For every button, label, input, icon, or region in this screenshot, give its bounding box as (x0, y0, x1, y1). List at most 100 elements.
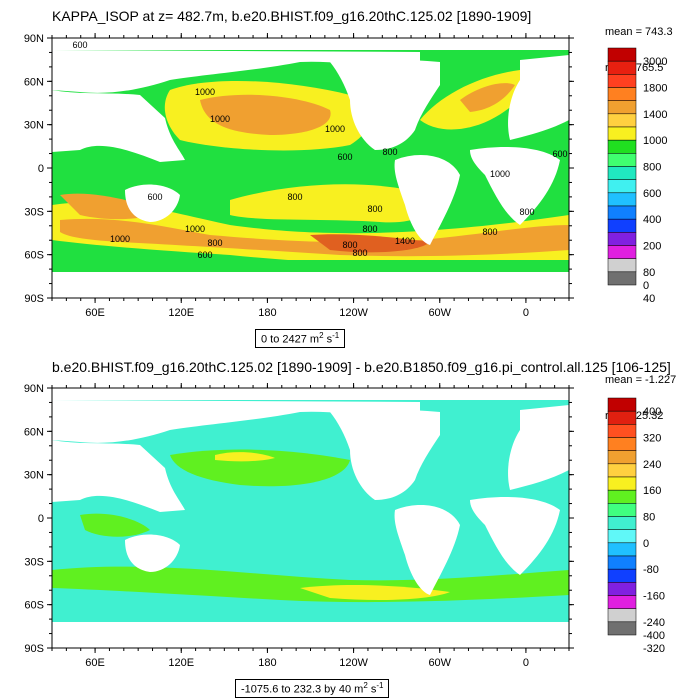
colorbar-swatch (607, 271, 637, 286)
panel2-land-south-america (394, 505, 460, 595)
colorbar-swatch (607, 100, 637, 115)
panel2-lon-axis: 60E 120E 180 120W 60W 0 (51, 383, 570, 669)
lon-label: 0 (523, 307, 529, 319)
colorbar-label: 1000 (643, 135, 667, 147)
colorbar-label: 160 (643, 485, 661, 497)
lon-label: 120E (168, 307, 194, 319)
colorbar-label: -240 (643, 617, 665, 629)
lat-label: 30N (24, 120, 44, 132)
colorbar-label: 0 (643, 280, 649, 292)
colorbar-label: 40 (643, 293, 655, 305)
panel2-green-patch-indian (80, 513, 150, 537)
panel2-title: b.e20.BHIST.f09_g16.20thC.125.02 [1890-1… (52, 359, 671, 375)
colorbar-swatch (607, 608, 637, 623)
lat-label: 0 (38, 513, 44, 525)
lat-label: 30S (24, 206, 44, 218)
panel2-colorbar: 400 320 240 160 80 0 -80 -160 -240 -320-400 (607, 397, 665, 655)
colorbar-swatch (607, 568, 637, 583)
panel1-polar-strip (52, 260, 569, 272)
panel2-land-north-america (330, 409, 440, 500)
panel1-south-ocean-hotspot (310, 234, 430, 253)
panel1-land-africa (470, 147, 560, 225)
panel1-mean: mean = 743.3 (605, 26, 673, 38)
contour-label: 600 (337, 152, 352, 162)
colorbar-label: -160 (643, 591, 665, 603)
colorbar-label: 400 (643, 406, 661, 418)
panel2-range-sup2: -1 (376, 681, 384, 690)
panel2-land-africa (470, 497, 560, 575)
colorbar-swatch (607, 153, 637, 167)
contour-label: 600 (552, 149, 567, 159)
colorbar-swatch (607, 621, 637, 636)
panel1-land-europe (508, 55, 569, 140)
lat-label: 90S (24, 293, 44, 305)
colorbar-swatch (607, 87, 637, 101)
panel2-land-australia (125, 534, 180, 572)
contour-label: 800 (352, 248, 367, 258)
panel1-north-pacific-core (200, 94, 331, 135)
contour-label: 800 (519, 207, 534, 217)
contour-label: 800 (287, 192, 302, 202)
panel1-range-box: 0 to 2427 m2 s-1 (255, 329, 346, 348)
panel-difference: b.e20.BHIST.f09_g16.20thC.125.02 [1890-1… (0, 350, 700, 700)
panel1-south-pacific-band (230, 184, 433, 223)
contour-label: 600 (197, 250, 212, 260)
lon-label: 180 (258, 657, 276, 669)
lat-label: 90S (24, 643, 44, 655)
colorbar-label: 80 (643, 267, 655, 279)
lon-label: 120W (339, 657, 368, 669)
panel2-range-sup: 2 (363, 681, 368, 690)
colorbar-label: 80 (643, 512, 655, 524)
colorbar-swatch (607, 516, 637, 530)
colorbar-swatch (607, 47, 637, 62)
panel1-land-north-america (330, 59, 440, 150)
panel1-land-antarctica (52, 272, 569, 298)
colorbar-label: 320 (643, 433, 661, 445)
panel2-range-text: -1075.6 to 232.3 by 40 m (241, 683, 364, 696)
panel1-range-sup2: -1 (332, 331, 340, 340)
contour-label: 600 (147, 192, 162, 202)
colorbar-label: -400 (643, 630, 665, 642)
colorbar-swatch (607, 489, 637, 504)
panel2-range-tail: s (367, 683, 377, 696)
panel2-lat-axis: 90N 60N 30N 0 30S 60S 90S (24, 383, 574, 655)
lon-label: 120E (168, 657, 194, 669)
panel2-yellow-streak-south (300, 585, 450, 600)
panel2-land-asia (52, 440, 185, 512)
panel1-colorbar: 3000 1800 1400 1000 800 600 400 200 80 400 (607, 47, 667, 305)
colorbar-swatch (607, 476, 637, 491)
colorbar-swatch (607, 192, 637, 207)
contour-label: 800 (367, 204, 382, 214)
contour-label: 600 (72, 40, 87, 50)
contour-label: 800 (207, 238, 222, 248)
panel1-lon-axis: 60E 120E 180 120W 60W 0 (51, 33, 570, 319)
colorbar-swatch (607, 205, 637, 220)
colorbar-swatch (607, 218, 637, 233)
colorbar-label: 400 (643, 214, 661, 226)
lat-label: 90N (24, 383, 44, 395)
colorbar-swatch (607, 126, 637, 141)
panel2-land-antarctica (52, 622, 569, 648)
colorbar-label: 1400 (643, 109, 667, 121)
panel2-map: 90N 60N 30N 0 30S 60S 90S 60E 120E 180 120W 60W 0 4… (24, 383, 665, 669)
panel2-polar-strip (52, 608, 569, 622)
lat-label: 60N (24, 76, 44, 88)
colorbar-swatch (607, 179, 637, 194)
contour-label: 1000 (185, 224, 205, 234)
panel1-range-text: 0 to 2427 m (261, 333, 320, 346)
colorbar-swatch (607, 503, 637, 517)
colorbar-swatch (607, 450, 637, 465)
colorbar-label: 0 (643, 538, 649, 550)
panel1-range-tail: s (323, 333, 333, 346)
colorbar-swatch (607, 463, 637, 478)
colorbar-label: -80 (643, 564, 659, 576)
colorbar-swatch (607, 60, 637, 75)
colorbar-swatch (607, 74, 637, 88)
lat-label: 90N (24, 33, 44, 45)
colorbar-swatch (607, 245, 637, 259)
lon-label: 60E (85, 307, 105, 319)
contour-label: 800 (482, 227, 497, 237)
lon-label: 0 (523, 657, 529, 669)
panel2-land-europe (508, 405, 569, 490)
panel1-range-sup: 2 (319, 331, 324, 340)
